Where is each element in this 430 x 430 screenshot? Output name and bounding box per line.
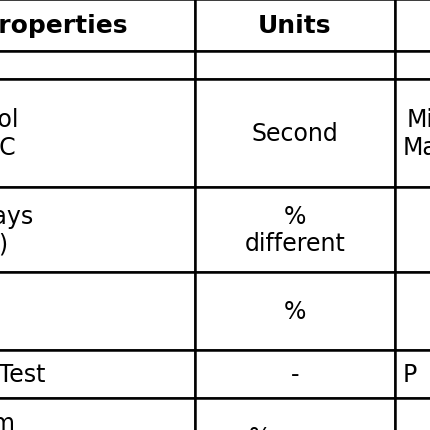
Text: olt Furol
@ 25°C: olt Furol @ 25°C [0, 108, 18, 160]
Bar [0, 398, 194, 430]
Bar [394, 398, 430, 430]
Text: Mini
Maxi: Mini Maxi [402, 108, 430, 160]
Bar [194, 398, 394, 430]
Bar [0, 52, 194, 80]
Bar [0, 187, 194, 272]
Bar [194, 52, 394, 80]
Bar [0, 80, 194, 187]
Bar [394, 80, 430, 187]
Bar [394, 350, 430, 398]
Bar [194, 0, 394, 52]
Text: %
different: % different [244, 204, 344, 256]
Text: ue from
ation: ue from ation [0, 411, 15, 430]
Text: % mass: % mass [249, 425, 340, 430]
Bar [394, 0, 430, 52]
Bar [394, 187, 430, 272]
Bar [0, 272, 194, 350]
Bar [394, 52, 430, 80]
Bar [0, 0, 194, 52]
Bar [0, 350, 194, 398]
Text: Units: Units [258, 14, 331, 38]
Text: -: - [290, 362, 298, 386]
Bar [194, 187, 394, 272]
Bar [394, 272, 430, 350]
Text: nt 5 days
num): nt 5 days num) [0, 204, 33, 256]
Text: %: % [283, 299, 305, 323]
Bar [194, 272, 394, 350]
Text: Properties: Properties [0, 14, 129, 38]
Text: harge Test: harge Test [0, 362, 46, 386]
Bar [194, 80, 394, 187]
Text: P: P [402, 362, 416, 386]
Bar [194, 350, 394, 398]
Text: Second: Second [251, 122, 338, 146]
